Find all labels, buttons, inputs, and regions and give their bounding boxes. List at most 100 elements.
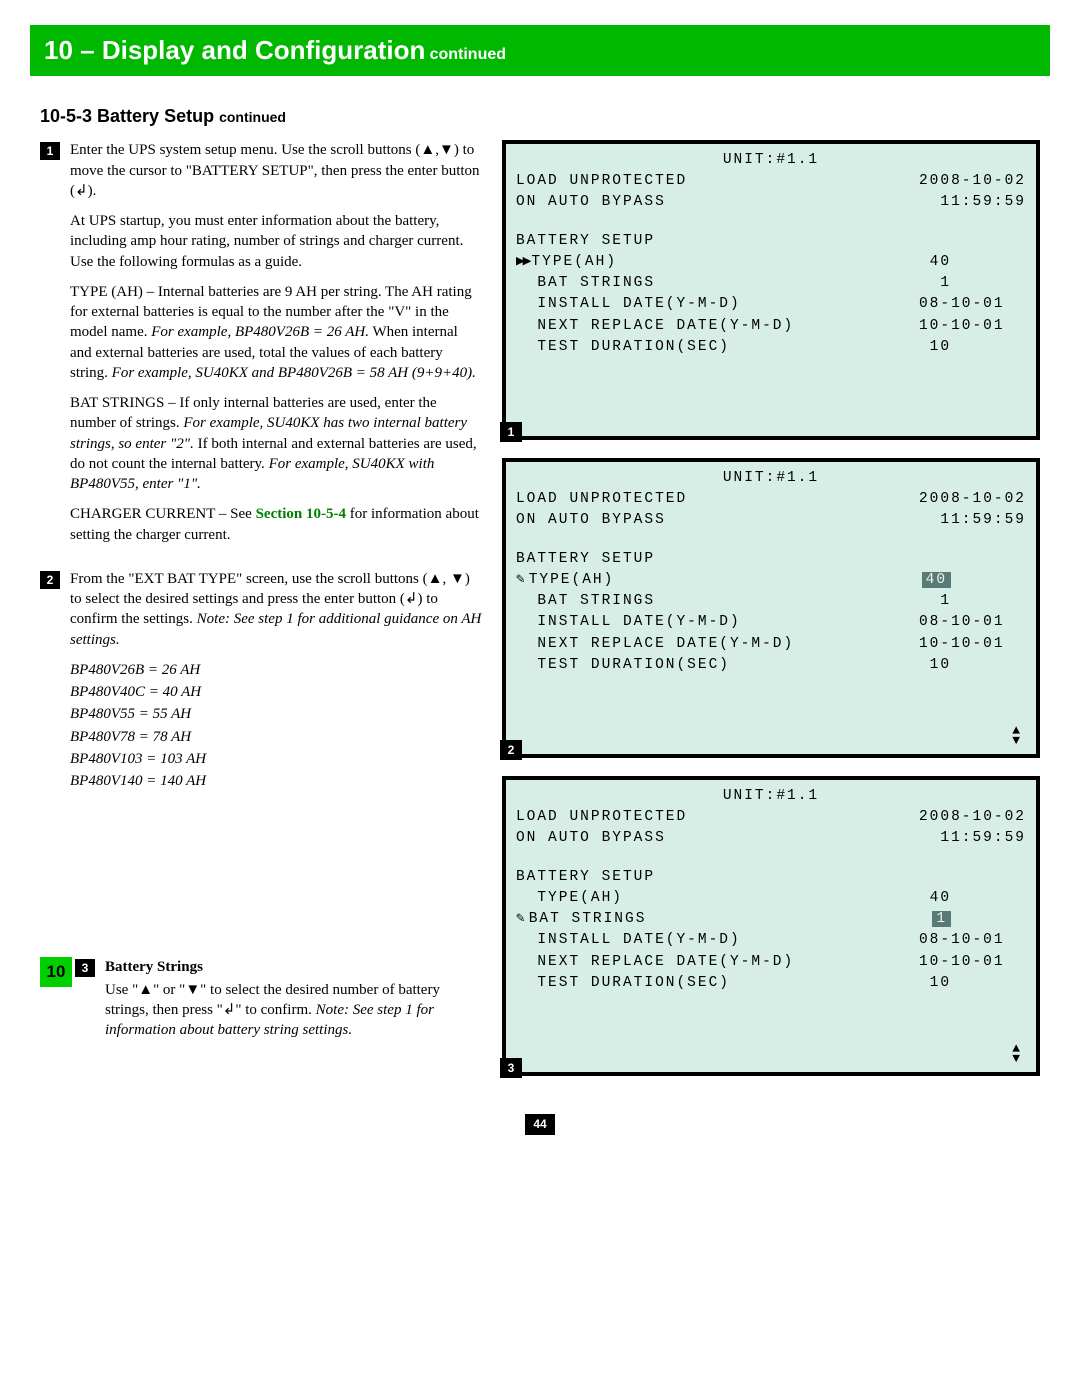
lcd-load: LOAD UNPROTECTED [516,489,687,510]
step-number-box: 2 [40,571,60,589]
lcd-strings-label: BAT STRINGS [516,591,655,612]
lcd-strings-val: 1 [898,273,1026,294]
lcd-test-val: 10 [898,973,1026,994]
section-title: 10 – Display and Configuration [44,35,425,65]
step1-p4: BAT STRINGS – If only internal batteries… [70,393,482,494]
lcd-display: UNIT:#1.1 LOAD UNPROTECTED 2008-10-02 ON … [502,776,1040,1076]
step1-p1: Enter the UPS system setup menu. Use the… [70,140,482,201]
lcd-strings-val: 1 [898,591,1026,612]
lcd-time: 11:59:59 [940,192,1026,213]
step-1: 1 Enter the UPS system setup menu. Use t… [40,140,482,555]
enter-icon: ↲ [223,1002,236,1018]
lcd-bypass: ON AUTO BYPASS [516,828,666,849]
lcd-load: LOAD UNPROTECTED [516,807,687,828]
lcd-number-label: 1 [500,422,522,442]
step-body: Battery Strings Use "▲" or "▼" to select… [105,957,482,1050]
scroll-indicator-icon: ▲▼ [1012,726,1022,746]
lcd-strings-label: BAT STRINGS [516,909,646,930]
step1-p2: At UPS startup, you must enter informati… [70,211,482,272]
lcd-test-label: TEST DURATION(SEC) [516,973,730,994]
left-column: 1 Enter the UPS system setup menu. Use t… [40,140,482,1094]
lcd-screen-1: UNIT:#1.1 LOAD UNPROTECTED 2008-10-02 ON … [502,140,1040,440]
section-header: 10 – Display and Configuration continued [30,25,1050,76]
list-item: BP480V78 = 78 AH [70,727,482,747]
up-icon: ▲ [138,982,153,998]
lcd-setup-label: BATTERY SETUP [516,231,655,252]
step3-p1: Use "▲" or "▼" to select the desired num… [105,980,482,1041]
list-item: BP480V140 = 140 AH [70,771,482,791]
up-icon: ▲ [428,571,443,587]
lcd-replace-val: 10-10-01 [919,952,1026,973]
lcd-install-val: 08-10-01 [919,612,1026,633]
lcd-install-label: INSTALL DATE(Y-M-D) [516,612,741,633]
lcd-unit: UNIT:#1.1 [516,150,1026,171]
lcd-type-label: TYPE(AH) [516,570,614,591]
step-3: 3 Battery Strings Use "▲" or "▼" to sele… [75,957,482,1050]
right-column: UNIT:#1.1 LOAD UNPROTECTED 2008-10-02 ON … [502,140,1040,1094]
lcd-replace-val: 10-10-01 [919,316,1026,337]
lcd-install-label: INSTALL DATE(Y-M-D) [516,930,741,951]
side-tab-wrap: 10 3 Battery Strings Use "▲" or "▼" to s… [40,957,482,1050]
subheading-continued: continued [219,109,286,125]
down-icon: ▼ [450,571,465,587]
lcd-display: UNIT:#1.1 LOAD UNPROTECTED 2008-10-02 ON … [502,140,1040,440]
lcd-screen-2: UNIT:#1.1 LOAD UNPROTECTED2008-10-02 ON … [502,458,1040,758]
content-columns: 1 Enter the UPS system setup menu. Use t… [30,140,1050,1094]
step-number-box: 1 [40,142,60,160]
step-number-box: 3 [75,959,95,977]
lcd-bypass: ON AUTO BYPASS [516,510,666,531]
section-link: Section 10-5-4 [256,506,346,522]
ah-list: BP480V26B = 26 AH BP480V40C = 40 AH BP48… [70,660,482,792]
step2-p1: From the "EXT BAT TYPE" screen, use the … [70,569,482,650]
enter-icon: ↲ [75,183,88,199]
lcd-screen-3: UNIT:#1.1 LOAD UNPROTECTED 2008-10-02 ON … [502,776,1040,1076]
lcd-type-val: 40 [898,252,1026,273]
lcd-load: LOAD UNPROTECTED [516,171,687,192]
lcd-time: 11:59:59 [940,510,1026,531]
step-body: Enter the UPS system setup menu. Use the… [70,140,482,555]
lcd-bypass: ON AUTO BYPASS [516,192,666,213]
lcd-strings-label: BAT STRINGS [516,273,655,294]
lcd-time: 11:59:59 [940,828,1026,849]
lcd-type-label: TYPE(AH) [516,888,623,909]
lcd-test-label: TEST DURATION(SEC) [516,655,730,676]
page-number: 44 [30,1114,1050,1134]
lcd-test-val: 10 [898,655,1026,676]
lcd-install-label: INSTALL DATE(Y-M-D) [516,294,741,315]
subheading: 10-5-3 Battery Setup continued [40,104,1050,128]
lcd-date: 2008-10-02 [919,807,1026,828]
updown-icon: ▲,▼ [420,142,453,158]
lcd-test-label: TEST DURATION(SEC) [516,337,730,358]
lcd-type-label: TYPE(AH) [516,252,617,273]
step1-p5: CHARGER CURRENT – See Section 10-5-4 for… [70,504,482,545]
section-continued: continued [430,46,506,63]
lcd-date: 2008-10-02 [919,489,1026,510]
enter-icon: ↲ [405,591,418,607]
lcd-unit: UNIT:#1.1 [516,786,1026,807]
list-item: BP480V26B = 26 AH [70,660,482,680]
lcd-type-val: 40 [890,570,1026,591]
step1-p3: TYPE (AH) – Internal batteries are 9 AH … [70,282,482,383]
lcd-setup-label: BATTERY SETUP [516,867,655,888]
list-item: BP480V55 = 55 AH [70,704,482,724]
lcd-test-val: 10 [898,337,1026,358]
step-body: From the "EXT BAT TYPE" screen, use the … [70,569,482,794]
lcd-install-val: 08-10-01 [919,294,1026,315]
page-number-value: 44 [525,1114,554,1134]
list-item: BP480V40C = 40 AH [70,682,482,702]
lcd-setup-label: BATTERY SETUP [516,549,655,570]
down-icon: ▼ [185,982,200,998]
lcd-number-label: 3 [500,1058,522,1078]
subheading-num: 10-5-3 [40,106,92,126]
chapter-side-tab: 10 [40,957,72,987]
lcd-type-val: 40 [898,888,1026,909]
lcd-display: UNIT:#1.1 LOAD UNPROTECTED2008-10-02 ON … [502,458,1040,758]
lcd-strings-val: 1 [890,909,1026,930]
step-2: 2 From the "EXT BAT TYPE" screen, use th… [40,569,482,794]
lcd-replace-label: NEXT REPLACE DATE(Y-M-D) [516,634,794,655]
lcd-install-val: 08-10-01 [919,930,1026,951]
lcd-replace-label: NEXT REPLACE DATE(Y-M-D) [516,316,794,337]
subheading-title: Battery Setup [97,106,214,126]
lcd-date: 2008-10-02 [919,171,1026,192]
lcd-replace-val: 10-10-01 [919,634,1026,655]
